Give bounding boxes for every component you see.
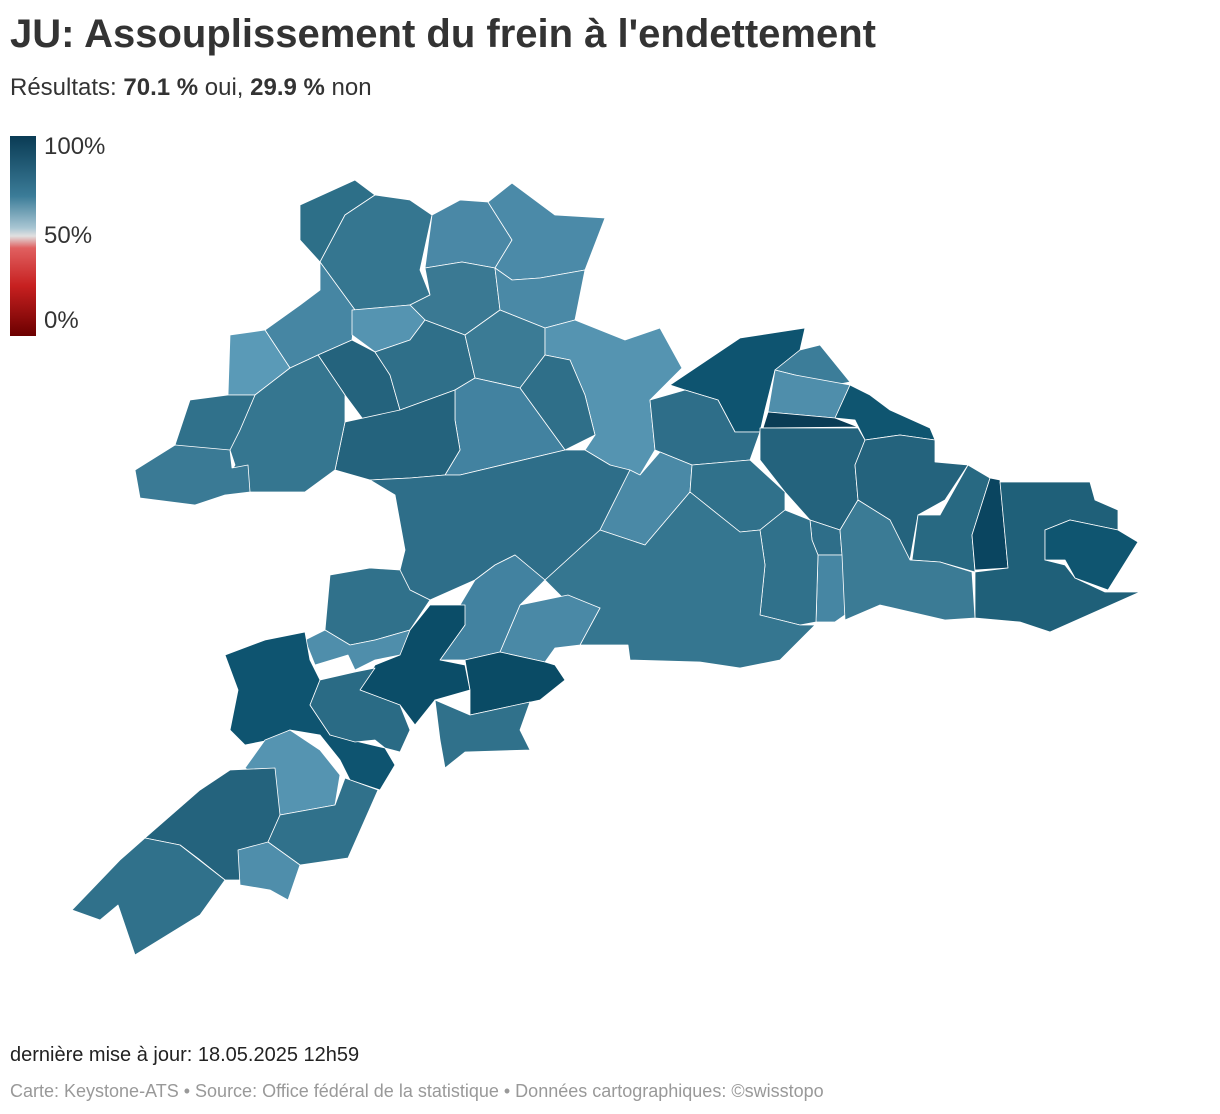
municipality: [434, 699, 531, 769]
municipality: [1044, 519, 1139, 591]
legend-label: 0%: [44, 307, 79, 334]
municipality: [762, 411, 859, 429]
municipality: [971, 477, 1009, 571]
municipality: [974, 481, 1141, 633]
municipality: [839, 499, 976, 621]
municipality: [464, 651, 566, 716]
no-value: 29.9 %: [250, 74, 325, 101]
municipality: [224, 631, 396, 791]
update-time: dernière mise à jour: 18.05.2025 12h59: [10, 1044, 360, 1066]
municipality: [134, 444, 251, 506]
municipality: [815, 554, 846, 623]
municipality: [71, 837, 226, 956]
yes-label: oui,: [204, 74, 244, 101]
municipalities: [71, 179, 1141, 956]
municipality: [237, 841, 301, 901]
subtitle-prefix: Résultats:: [10, 74, 117, 101]
yes-value: 70.1 %: [123, 74, 199, 101]
municipality: [334, 389, 461, 481]
no-label: non: [331, 74, 372, 101]
legend-label: 50%: [44, 222, 93, 249]
municipality: [759, 509, 819, 626]
municipality: [649, 389, 761, 466]
title: JU: Assouplissement du frein à l'endette…: [10, 12, 876, 56]
municipality: [854, 434, 969, 561]
legend-scale: [10, 136, 36, 336]
subtitle: Résultats: 70.1 % oui, 29.9 % non: [10, 74, 372, 102]
source-note: Carte: Keystone-ATS • Source: Office féd…: [10, 1081, 824, 1101]
legend-label: 100%: [44, 133, 106, 160]
municipality: [309, 667, 411, 753]
